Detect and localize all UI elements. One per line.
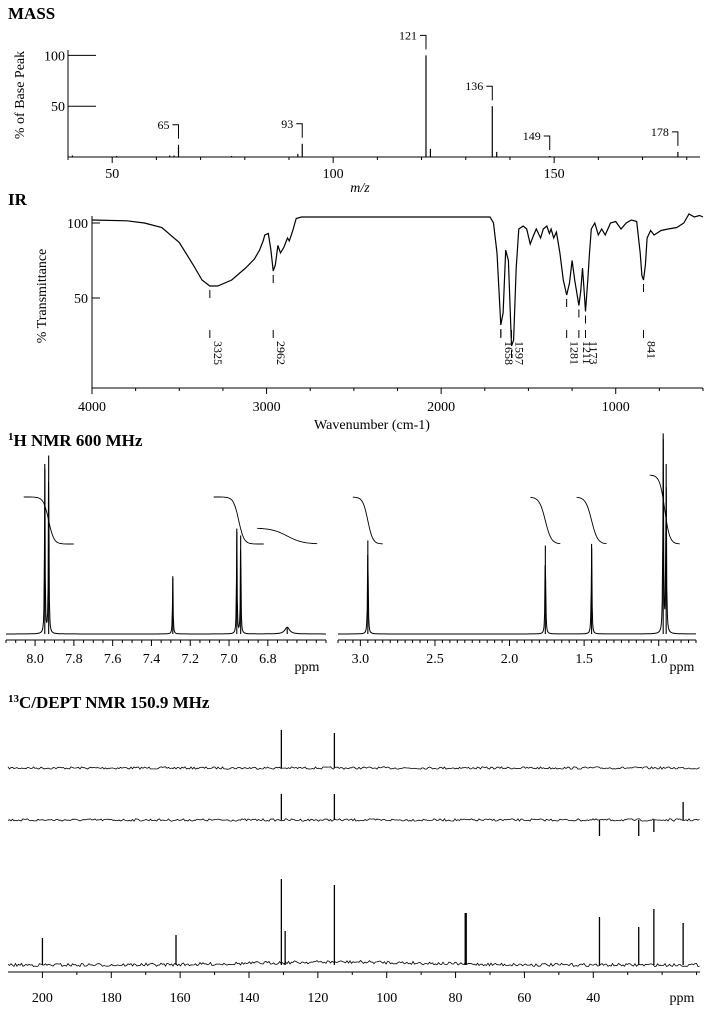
h1-x-tick-label: 7.4 — [143, 652, 161, 667]
ms-xlabel: m/z — [350, 181, 370, 196]
h1-x-tick-label: 7.8 — [65, 652, 83, 667]
ms-peak-leader — [419, 34, 427, 50]
c13-x-tick-label: 180 — [101, 991, 122, 1006]
h1-nmr-chart: 1H NMR 600 MHz ppm ppm 8.0 7.8 7.6 7.4 7.2 7.… — [5, 431, 697, 675]
c13-x-tick-label: 200 — [32, 991, 53, 1006]
h1-x-tick-label: 2.5 — [426, 652, 444, 667]
ms-y-tick-label: 50 — [51, 100, 65, 115]
h1-xlabel-right: ppm — [670, 660, 695, 675]
ms-peak-label: 136 — [465, 79, 483, 93]
h1-spectrum-line — [6, 468, 326, 635]
ir-y-tick-label: 100 — [67, 217, 88, 232]
h1-integral-curve — [530, 496, 561, 545]
c13-x-tick-label: 140 — [238, 991, 259, 1006]
ir-chart: IR % Transmittance Wavenumber (cm-1) 50 1… — [8, 190, 704, 433]
ms-peak-leader — [543, 135, 551, 150]
h1-x-tick-label: 7.2 — [181, 652, 199, 667]
ir-title: IR — [8, 190, 28, 209]
c13-x-tick-label: 160 — [170, 991, 191, 1006]
h1-integral-curve — [23, 496, 74, 545]
ms-chart: MASS % of Base Peak m/z 50 100 50 100 150 65 9… — [8, 4, 700, 196]
ir-band-label: 1173 — [587, 341, 601, 365]
ir-y-tick-label: 50 — [74, 292, 88, 307]
h1-x-tick-label: 8.0 — [26, 652, 44, 667]
ms-peak-label: 65 — [157, 118, 169, 132]
h1-title-sup: 1 — [8, 431, 14, 443]
h1-title-main: H NMR 600 MHz — [14, 431, 143, 450]
h1-integral-curve — [352, 496, 383, 545]
ir-band-label: 1281 — [568, 341, 582, 365]
h1-title: 1H NMR 600 MHz — [8, 431, 143, 450]
h1-x-tick-label: 3.0 — [352, 652, 370, 667]
c13-title-sup: 13 — [8, 693, 20, 705]
h1-integral-curve — [213, 496, 264, 545]
ir-ylabel: % Transmittance — [35, 249, 50, 344]
ir-xlabel: Wavenumber (cm-1) — [314, 418, 430, 433]
ms-x-tick-label: 150 — [544, 167, 565, 182]
ms-x-tick-label: 50 — [105, 167, 119, 182]
ms-peak-leader — [172, 124, 179, 139]
h1-integral-curve — [576, 496, 607, 545]
ms-peak-leader — [296, 123, 303, 138]
c13-title-main: C/DEPT NMR 150.9 MHz — [19, 693, 210, 712]
h1-spectrum-line — [338, 439, 696, 635]
ms-peak-label: 93 — [281, 117, 293, 131]
h1-integral-curve — [649, 474, 680, 545]
ir-spectrum-line — [91, 213, 704, 347]
ir-x-tick-label: 2000 — [427, 400, 455, 415]
h1-x-tick-label: 1.5 — [575, 652, 593, 667]
ms-peak-label: 178 — [651, 125, 669, 139]
h1-xlabel-left: ppm — [295, 660, 320, 675]
ms-title: MASS — [8, 4, 55, 23]
c13-title: 13C/DEPT NMR 150.9 MHz — [8, 693, 210, 712]
h1-x-tick-label: 7.6 — [104, 652, 122, 667]
ms-y-tick-label: 100 — [44, 49, 65, 64]
ms-peak-label: 121 — [399, 28, 417, 42]
c13-x-tick-label: 80 — [449, 991, 463, 1006]
ms-peak-leader — [486, 85, 493, 101]
c13-x-tick-label: 60 — [517, 991, 531, 1006]
c13-trace-noise-dept135 — [7, 818, 700, 822]
h1-x-tick-label: 1.0 — [650, 652, 668, 667]
ms-x-tick-label: 100 — [323, 167, 344, 182]
ir-band-label: 1658 — [502, 341, 516, 365]
ir-band-label: 841 — [644, 341, 658, 359]
ir-band-label: 3325 — [211, 341, 225, 365]
ir-band-label: 2962 — [274, 341, 288, 365]
ms-ylabel: % of Base Peak — [13, 51, 28, 139]
ir-x-tick-label: 4000 — [78, 400, 106, 415]
ms-peak-label: 149 — [523, 129, 541, 143]
c13-trace-noise-dept90 — [7, 766, 700, 770]
ir-band-label: 1211 — [580, 341, 594, 365]
c13-nmr-chart: 13C/DEPT NMR 150.9 MHz ppm 200 180 160 140 1… — [7, 693, 700, 1006]
h1-x-tick-label: 2.0 — [501, 652, 519, 667]
h1-x-tick-label: 7.0 — [220, 652, 238, 667]
c13-xlabel: ppm — [670, 991, 695, 1006]
ir-x-tick-label: 3000 — [253, 400, 281, 415]
c13-x-tick-label: 100 — [376, 991, 397, 1006]
h1-x-tick-label: 6.8 — [259, 652, 277, 667]
c13-trace-noise-c13 — [7, 959, 700, 968]
c13-x-tick-label: 120 — [307, 991, 328, 1006]
c13-x-tick-label: 40 — [586, 991, 600, 1006]
h1-integral-curve — [257, 527, 318, 545]
ms-peak-leader — [671, 131, 679, 146]
ir-x-tick-label: 1000 — [602, 400, 630, 415]
ir-band-label: 1597 — [512, 341, 526, 365]
